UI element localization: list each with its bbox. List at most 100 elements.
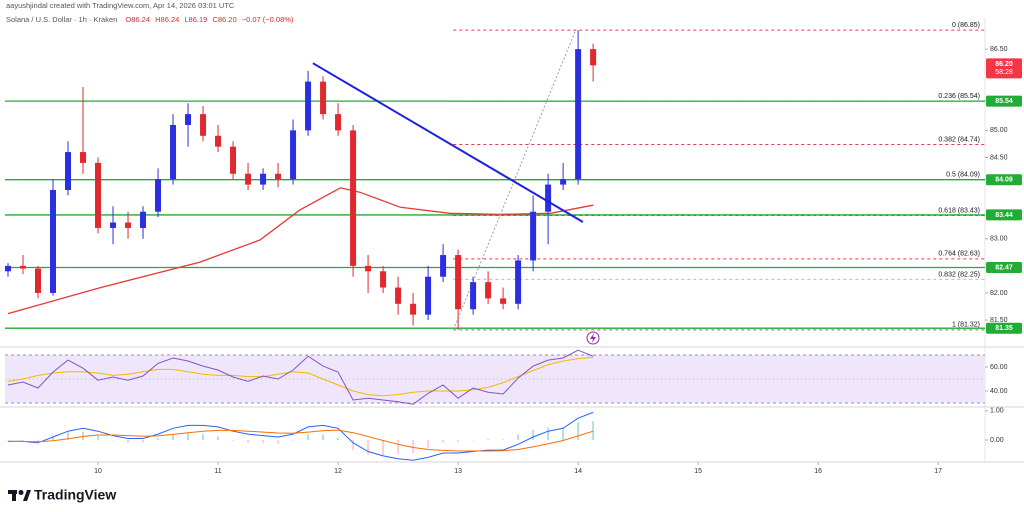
y-tick-label: 84.50 (990, 154, 1008, 161)
candle-body (485, 282, 492, 299)
x-tick-label: 13 (454, 468, 462, 475)
rsi-band (5, 355, 985, 404)
x-tick-label: 11 (214, 468, 221, 475)
x-tick-label: 14 (574, 468, 582, 475)
credit: aayushjindal created with TradingView.co… (6, 1, 235, 10)
macd-histogram-bar (517, 434, 520, 440)
last-price-tag (986, 58, 1022, 79)
y-tick-label: 1.00 (990, 408, 1004, 415)
macd-histogram-bar (382, 439, 385, 456)
candle-body (5, 265, 12, 272)
macd-histogram-bar (67, 432, 70, 440)
rsi-line (7, 356, 594, 397)
candle-body (515, 260, 522, 304)
logo-part (12, 490, 16, 501)
candle-body (155, 179, 162, 212)
candle-body (65, 152, 72, 191)
fib-level-label: 1 (81.32) (952, 322, 980, 329)
macd-histogram-bar (277, 439, 280, 444)
y-tick-label: 81.50 (990, 317, 1008, 324)
candle-body (350, 130, 357, 266)
candle-body (365, 265, 372, 272)
macd-histogram-bar (397, 439, 400, 455)
ohlc-open: O86.24 (125, 15, 150, 24)
candle-body (110, 222, 117, 228)
macd-histogram-bar (217, 436, 220, 440)
fib-level-label: 0.832 (82.25) (938, 271, 980, 278)
trend-line[interactable] (312, 62, 584, 223)
macd-histogram-bar (37, 439, 40, 442)
price-tag-label: 81.35 (995, 325, 1013, 332)
macd-histogram-bar (487, 439, 490, 440)
candle-body (35, 268, 42, 293)
y-tick-label: 85.00 (990, 127, 1008, 134)
y-tick-label: 83.00 (990, 236, 1008, 243)
logo-part (18, 490, 24, 495)
y-tick-label: 82.00 (990, 290, 1008, 297)
candle-body (275, 173, 282, 180)
macd-histogram-bar (322, 434, 325, 440)
ohlc-change: −0.07 (−0.08%) (242, 15, 294, 24)
macd-histogram-bar (292, 439, 295, 441)
candle-body (455, 255, 462, 310)
y-tick-label: 0.00 (990, 437, 1004, 444)
price-tag-label: 83.44 (995, 212, 1013, 219)
x-tick-label: 10 (94, 468, 102, 475)
macd-line (8, 429, 594, 452)
macd-histogram-bar (337, 438, 340, 440)
macd-histogram-bar (22, 439, 25, 441)
candle-body (185, 114, 192, 125)
fib-level-label: 0.5 (84.09) (946, 172, 980, 179)
fib-level-label: 0.236 (85.54) (938, 93, 980, 100)
candle-body (125, 222, 132, 228)
fib-level-label: 0.764 (82.63) (938, 251, 980, 258)
price-tag (986, 174, 1022, 186)
macd-histogram-bar (7, 439, 10, 441)
symbol-line: Solana / U.S. Dollar · 1h · Kraken O86.2… (6, 15, 294, 24)
x-tick-label: 12 (334, 468, 342, 475)
macd-histogram-bar (352, 439, 355, 451)
candle-body (290, 130, 297, 180)
price-tag-label: 82.47 (995, 264, 1013, 271)
candle-body (170, 124, 177, 180)
macd-histogram-bar (442, 439, 445, 443)
candle-body (50, 190, 57, 293)
y-tick-label: 86.50 (990, 46, 1008, 53)
macd-histogram-bar (532, 430, 535, 440)
last-price-countdown: 58:28 (995, 69, 1013, 76)
candle-body (380, 271, 387, 288)
candle-body (530, 211, 537, 261)
candle-body (260, 173, 267, 185)
candle-body (470, 282, 477, 310)
fib-level-label: 0.618 (83.43) (938, 207, 980, 214)
logo-part (23, 490, 31, 501)
candle-body (590, 49, 597, 66)
brand-logo: TradingView (8, 487, 116, 503)
macd-histogram-bar (592, 421, 595, 440)
macd-histogram-bar (547, 427, 550, 440)
y-tick-label: 40.00 (990, 388, 1008, 395)
ohlc-high: H86.24 (155, 15, 179, 24)
candle-body (575, 49, 582, 180)
macd-histogram-bar (262, 439, 265, 444)
ohlc-close: C86.20 (212, 15, 236, 24)
macd-histogram-bar (412, 439, 415, 453)
macd-histogram-bar (247, 439, 250, 443)
macd-histogram-bar (112, 439, 115, 441)
ohlc-low: L86.19 (184, 15, 207, 24)
macd-histogram-bar (367, 439, 370, 456)
price-tag (986, 95, 1022, 107)
candle-body (200, 114, 207, 136)
price-tag-label: 85.54 (995, 98, 1013, 105)
price-tag (986, 262, 1022, 274)
price-tag-label: 84.09 (995, 177, 1013, 184)
candle-body (20, 265, 27, 269)
x-tick-label: 17 (934, 468, 942, 475)
macd-histogram-bar (232, 439, 235, 441)
fib-trend-line (452, 29, 577, 330)
macd-histogram-bar (472, 439, 475, 441)
candle-body (500, 298, 507, 304)
macd-histogram-bar (172, 433, 175, 440)
